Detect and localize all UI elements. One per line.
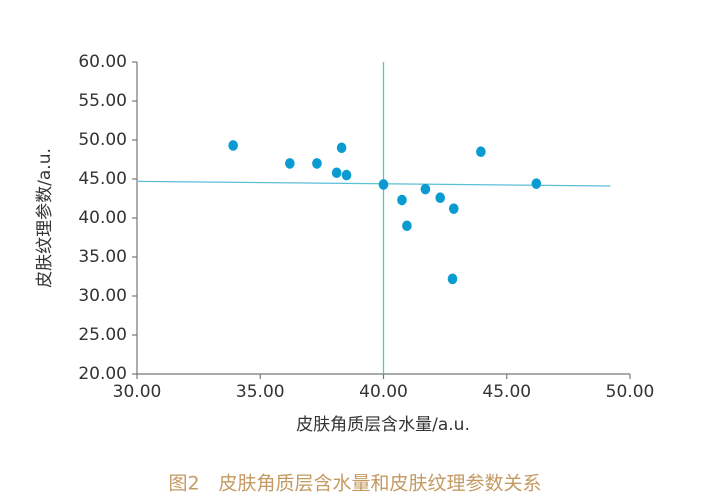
y-tick-label: 60.00 [78,52,127,72]
point [402,220,412,232]
y-tick-label: 20.00 [78,364,127,384]
point [447,273,458,285]
point [312,158,322,169]
x-tick-label: 40.00 [359,382,408,402]
y-tick-label: 40.00 [78,208,127,228]
x-axis-label: 皮肤角质层含水量/a.u. [296,415,470,435]
x-tick-label: 45.00 [482,382,531,402]
y-tick-label: 55.00 [78,91,127,111]
point [435,192,445,204]
y-axis-label: 皮肤纹理参数/a.u. [35,148,55,288]
y-tick-label: 35.00 [78,247,127,267]
trend-line [136,180,611,187]
point [228,140,238,151]
y-tick-label: 50.00 [78,130,127,150]
x-tick-label: 50.00 [606,382,655,402]
point [378,179,389,190]
y-tick-label: 25.00 [78,325,127,345]
point [420,183,431,195]
point [331,167,342,179]
point [476,146,486,157]
x-tick-label: 30.00 [113,382,162,402]
y-tick-label: 45.00 [78,169,127,189]
y-tick-label: 30.00 [78,286,127,306]
caption: 图2 皮肤角质层含水量和皮肤纹理参数关系 [168,473,541,495]
point [531,178,542,189]
point [341,169,352,181]
x-tick-label: 35.00 [236,382,285,402]
point [448,203,459,214]
point [397,194,407,206]
point [336,142,347,154]
point [285,158,295,169]
